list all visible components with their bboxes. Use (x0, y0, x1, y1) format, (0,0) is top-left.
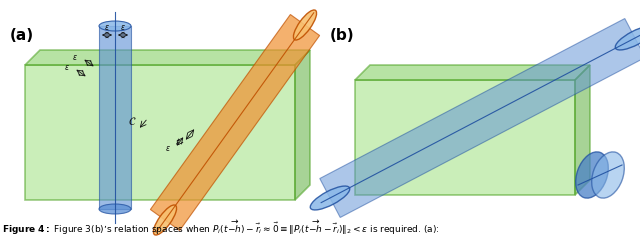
Bar (99, 26, 131, 209)
Ellipse shape (154, 205, 177, 235)
Polygon shape (355, 65, 590, 80)
Text: (b): (b) (330, 28, 355, 43)
Ellipse shape (310, 186, 349, 210)
Ellipse shape (293, 10, 317, 40)
Polygon shape (25, 65, 295, 200)
Polygon shape (320, 18, 640, 217)
Ellipse shape (592, 152, 624, 198)
Polygon shape (25, 50, 310, 65)
Ellipse shape (99, 204, 131, 214)
Ellipse shape (99, 21, 131, 31)
Polygon shape (575, 65, 590, 195)
Text: $\mathcal{C}$: $\mathcal{C}$ (128, 115, 136, 127)
Ellipse shape (615, 26, 640, 50)
Ellipse shape (576, 152, 608, 198)
Text: $\epsilon$: $\epsilon$ (64, 62, 70, 71)
Polygon shape (150, 15, 319, 231)
Text: $\epsilon$: $\epsilon$ (104, 23, 110, 32)
Text: $\mathbf{Figure\ 4:}$ Figure 3(b)’s relation spaces when $P_i(\overrightarrow{t\: $\mathbf{Figure\ 4:}$ Figure 3(b)’s rela… (2, 219, 440, 237)
Text: $\epsilon$: $\epsilon$ (165, 144, 171, 153)
Text: (a): (a) (10, 28, 34, 43)
Polygon shape (355, 80, 575, 195)
Text: $\epsilon$: $\epsilon$ (120, 23, 126, 32)
Polygon shape (295, 50, 310, 200)
Text: $\epsilon$: $\epsilon$ (175, 138, 181, 147)
Text: $\epsilon$: $\epsilon$ (72, 52, 78, 61)
